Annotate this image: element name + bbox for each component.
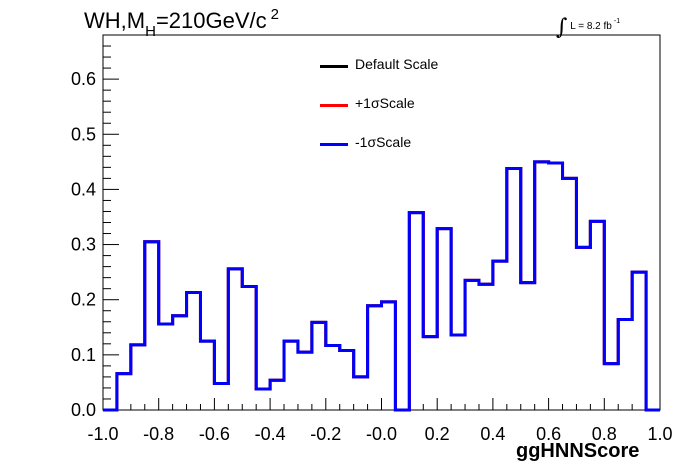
x-tick-label: 1.0	[647, 424, 672, 444]
x-tick-label: 0.2	[425, 424, 450, 444]
x-tick-labels: -1.0 -0.8 -0.6 -0.4 -0.2 -0.0 0.2 0.4 0.6 0.8 1.0	[87, 424, 672, 444]
lumi-text: L = 8.2 fb	[570, 21, 612, 32]
legend-label-plus1sigma: +1σScale	[355, 95, 415, 111]
title-prefix: WH,M	[84, 8, 146, 33]
title-main: =210GeV/c	[155, 8, 267, 33]
x-axis-title: ggHNNScore	[516, 440, 640, 462]
y-tick-label: 0.2	[71, 290, 96, 310]
title-superscript: 2	[270, 6, 279, 23]
x-tick-label: 0.8	[592, 424, 617, 444]
y-tick-label: 0.4	[71, 179, 96, 199]
y-tick-labels: 0.0 0.1 0.2 0.3 0.4 0.5 0.6	[71, 69, 96, 420]
integral-symbol: ∫	[556, 15, 568, 40]
x-tick-label: -0.0	[366, 424, 397, 444]
legend-label-default: Default Scale	[355, 56, 439, 72]
x-tick-label: -0.6	[199, 424, 230, 444]
y-tick-label: 0.5	[71, 124, 96, 144]
legend-swatch-default	[320, 65, 348, 68]
x-tick-label: 0.4	[480, 424, 505, 444]
chart-title: WH,MH=210GeV/c 2	[84, 6, 279, 40]
legend-swatch-plus1sigma	[320, 104, 348, 107]
x-tick-label: -0.4	[255, 424, 286, 444]
luminosity-label: ∫ L = 8.2 fb -1	[556, 10, 621, 40]
series-line-2	[103, 160, 660, 412]
series-lines	[103, 160, 660, 412]
x-tick-label: -1.0	[87, 424, 118, 444]
y-tick-label: 0.0	[71, 400, 96, 420]
title-subscript: H	[145, 23, 156, 40]
y-tick-label: 0.6	[71, 69, 96, 89]
x-tick-label: 0.6	[536, 424, 561, 444]
y-tick-label: 0.1	[71, 345, 96, 365]
legend-swatch-minus1sigma	[320, 143, 348, 146]
x-tick-label: -0.8	[143, 424, 174, 444]
lumi-superscript: -1	[613, 18, 621, 25]
x-tick-label: -0.2	[310, 424, 341, 444]
y-tick-label: 0.3	[71, 235, 96, 255]
legend-label-minus1sigma: -1σScale	[355, 134, 412, 150]
